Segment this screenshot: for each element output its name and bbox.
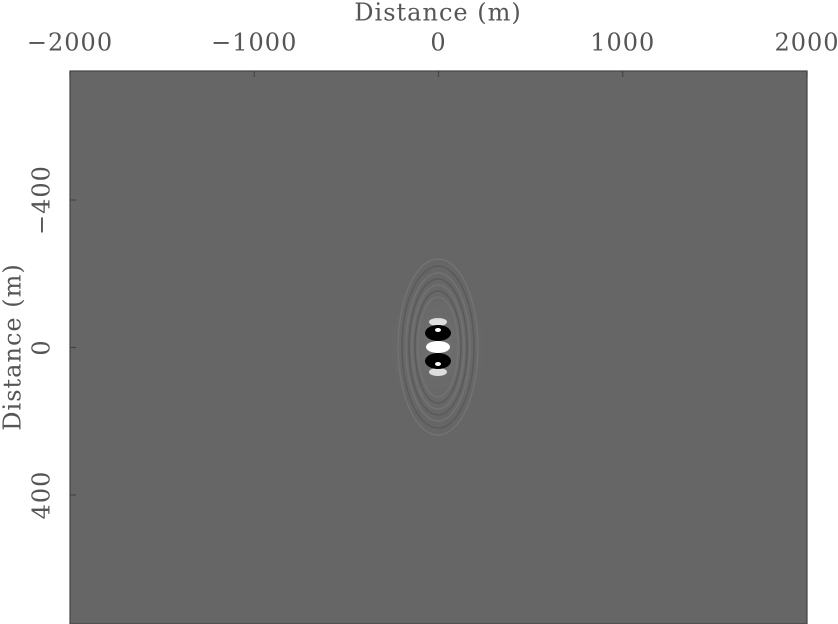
x-tick-label: 2000 — [774, 29, 838, 57]
x-tick-label: −1000 — [211, 29, 297, 57]
x-tick-label: 1000 — [590, 29, 655, 57]
wavefield — [378, 258, 498, 436]
x-axis-label: Distance (m) — [354, 0, 521, 27]
x-tick-label: −2000 — [27, 29, 113, 57]
y-axis-label: Distance (m) — [0, 263, 27, 430]
y-tick-label: 0 — [28, 339, 56, 355]
y-tick-label: −400 — [28, 165, 56, 235]
y-tick-label: 400 — [28, 471, 56, 520]
x-tick-label: 0 — [430, 29, 446, 57]
